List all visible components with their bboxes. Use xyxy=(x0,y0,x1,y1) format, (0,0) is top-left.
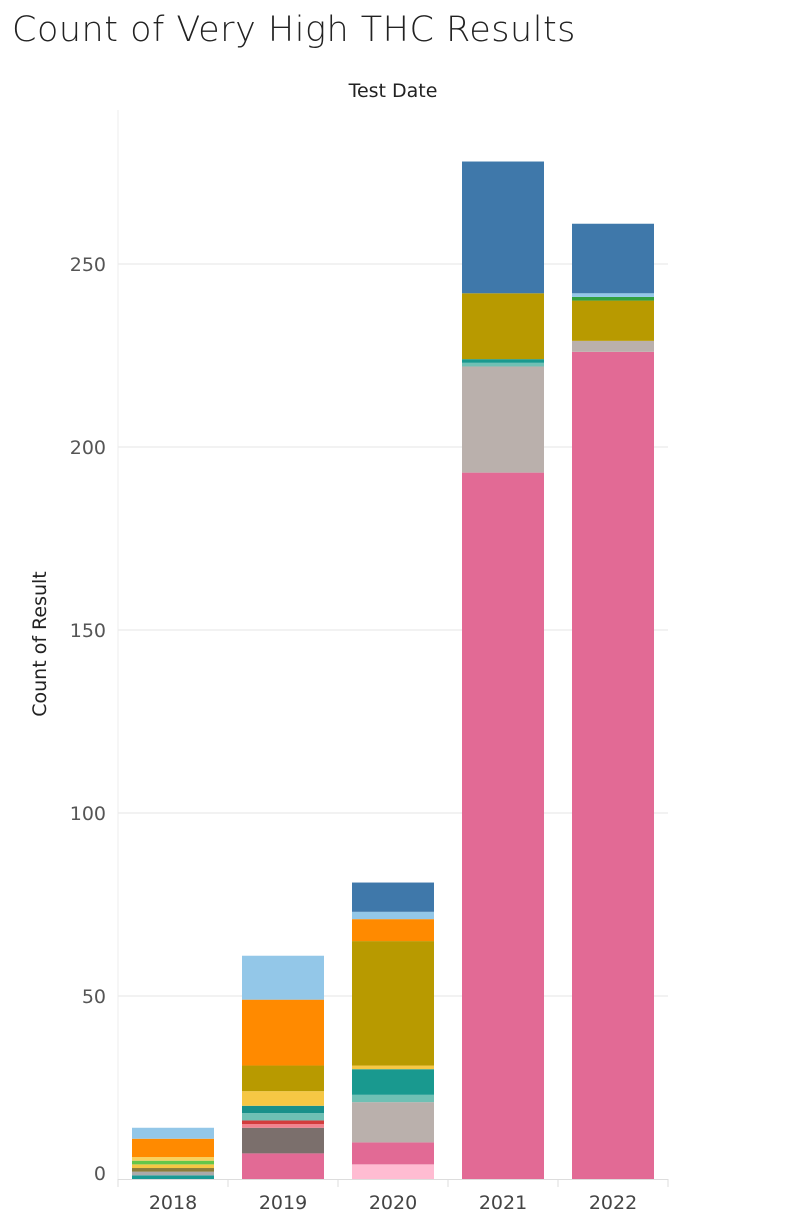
bar-2019[interactable] xyxy=(242,955,324,1179)
bar-segment-2022-3[interactable] xyxy=(572,296,654,301)
x-tick-2022: 2022 xyxy=(589,1192,637,1214)
bar-segment-2021-4[interactable] xyxy=(462,293,544,360)
bar-segment-2022-1[interactable] xyxy=(572,340,654,352)
bar-segment-2019-3[interactable] xyxy=(242,1120,324,1125)
bar-2021[interactable] xyxy=(462,161,544,1179)
bar-segment-2019-4[interactable] xyxy=(242,1113,324,1121)
bar-segment-2019-7[interactable] xyxy=(242,1065,324,1092)
bar-segment-2021-1[interactable] xyxy=(462,366,544,473)
bar-segment-2019-8[interactable] xyxy=(242,999,324,1066)
bar-2022[interactable] xyxy=(572,223,654,1180)
bar-segment-2020-9[interactable] xyxy=(352,882,434,912)
x-tick-2020: 2020 xyxy=(369,1192,417,1214)
bar-segment-2019-2[interactable] xyxy=(242,1124,324,1128)
bar-segment-2020-3[interactable] xyxy=(352,1094,434,1103)
bar-segment-2021-3[interactable] xyxy=(462,359,544,363)
bar-segment-2019-9[interactable] xyxy=(242,955,324,1000)
y-axis-ticks: 0 50 100 150 200 250 xyxy=(70,254,106,1185)
x-tick-2018: 2018 xyxy=(149,1192,197,1214)
y-tick-100: 100 xyxy=(70,803,106,825)
y-tick-50: 50 xyxy=(82,986,106,1008)
bar-segment-2021-5[interactable] xyxy=(462,161,544,294)
bar-segment-2021-0[interactable] xyxy=(462,472,544,1179)
bar-2018[interactable] xyxy=(132,1127,214,1179)
bar-segment-2022-5[interactable] xyxy=(572,223,654,294)
bar-segment-2019-6[interactable] xyxy=(242,1091,324,1106)
y-tick-200: 200 xyxy=(70,437,106,459)
bar-segment-2020-4[interactable] xyxy=(352,1069,434,1095)
bar-segment-2022-4[interactable] xyxy=(572,293,654,297)
bar-segment-2019-0[interactable] xyxy=(242,1153,324,1179)
y-tick-250: 250 xyxy=(70,254,106,276)
x-axis-ticks: 2018 2019 2020 2021 2022 xyxy=(149,1192,637,1214)
bar-segment-2022-2[interactable] xyxy=(572,300,654,341)
y-axis-label: Count of Result xyxy=(29,571,51,717)
bar-segment-2018-2[interactable] xyxy=(132,1168,214,1172)
bar-segment-2020-0[interactable] xyxy=(352,1164,434,1179)
bar-segment-2020-1[interactable] xyxy=(352,1142,434,1165)
bar-segment-2018-1[interactable] xyxy=(132,1171,214,1176)
x-tick-2021: 2021 xyxy=(479,1192,527,1214)
bar-segment-2018-5[interactable] xyxy=(132,1157,214,1161)
x-tick-2019: 2019 xyxy=(259,1192,307,1214)
bar-segment-2020-6[interactable] xyxy=(352,941,434,1066)
bar-segment-2018-3[interactable] xyxy=(132,1164,214,1169)
bar-segment-2018-4[interactable] xyxy=(132,1160,214,1165)
bar-segment-2020-7[interactable] xyxy=(352,919,434,942)
bar-segment-2020-8[interactable] xyxy=(352,911,434,920)
bar-segment-2018-6[interactable] xyxy=(132,1138,214,1158)
chart-title: Count of Very High THC Results xyxy=(12,10,576,50)
bar-segment-2019-5[interactable] xyxy=(242,1105,324,1114)
bar-segment-2020-5[interactable] xyxy=(352,1065,434,1070)
bar-segment-2020-2[interactable] xyxy=(352,1102,434,1143)
bar-segment-2021-2[interactable] xyxy=(462,362,544,367)
bar-segment-2018-7[interactable] xyxy=(132,1127,214,1139)
y-tick-0: 0 xyxy=(94,1163,106,1185)
bar-2020[interactable] xyxy=(352,882,434,1179)
y-tick-150: 150 xyxy=(70,620,106,642)
bar-segment-2022-0[interactable] xyxy=(572,351,654,1180)
bar-segment-2018-0[interactable] xyxy=(132,1175,214,1179)
bar-segment-2019-1[interactable] xyxy=(242,1127,324,1154)
column-header: Test Date xyxy=(348,80,438,102)
bars xyxy=(132,161,654,1180)
